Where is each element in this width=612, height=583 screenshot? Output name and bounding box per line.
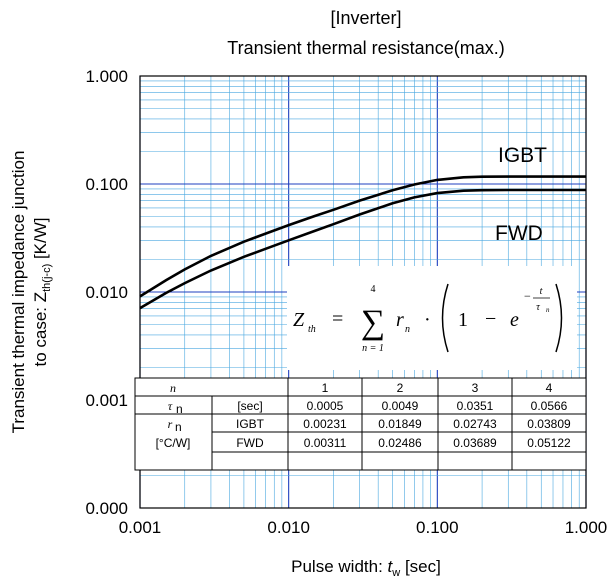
y-axis-label-line2: to case: Zth(j-c) [K/W] — [31, 217, 53, 366]
table-fwd-3: 0.03689 — [453, 436, 497, 450]
table-tau-label: τ — [168, 399, 173, 413]
table-fwd-1: 0.00311 — [304, 436, 347, 450]
equation-box: Z th = 4 ∑ n = 1 r n · 1 − e − t τ n — [287, 266, 577, 370]
plot-border — [139, 75, 587, 509]
eq-right-paren — [555, 283, 563, 353]
table-igbt-2: 0.01849 — [378, 417, 422, 431]
tick-labels: 0.001 0.010 0.100 1.0000.0000.0010.0100.100… — [85, 67, 607, 537]
y-axis-label-var: Z — [31, 292, 50, 302]
table-tau-2: 0.0049 — [382, 399, 419, 413]
table-tau-3: 0.0351 — [457, 399, 494, 413]
eq-exp-num: t — [540, 286, 543, 297]
table-fwd-label: FWD — [236, 436, 264, 450]
y-axis-label-unit: [K/W] — [31, 217, 50, 263]
y-axis-label-prefix: to case: — [31, 302, 50, 366]
x-tick-label: 0.100 — [416, 518, 459, 537]
x-tick-label: 0.010 — [267, 518, 310, 537]
eq-term: r — [396, 309, 404, 331]
x-axis-label: Pulse width: tw [sec] — [291, 557, 441, 579]
y-axis-label-line1: Transient thermal impedance junction — [9, 151, 28, 434]
table-tau-1: 0.0005 — [307, 399, 344, 413]
eq-term-sub: n — [405, 324, 410, 335]
eq-base: e — [510, 309, 519, 331]
x-tick-label: 1.000 — [565, 518, 608, 537]
eq-sum-upper: 4 — [371, 284, 376, 295]
table-r-sub: n — [175, 420, 182, 434]
eq-minus: − — [485, 308, 496, 330]
table-col-1: 1 — [322, 381, 329, 395]
table-tau-4: 0.0566 — [531, 399, 568, 413]
x-axis-label-var: t — [388, 557, 394, 576]
table-fwd-4: 0.05122 — [527, 436, 571, 450]
table-fwd-2: 0.02486 — [378, 436, 422, 450]
eq-lhs: Z — [293, 309, 305, 331]
table-r-unit: [°C/W] — [156, 436, 191, 450]
table-igbt-1: 0.00231 — [303, 417, 347, 431]
x-tick-label: 0.001 — [119, 518, 162, 537]
table-r-label: r — [168, 417, 173, 431]
eq-exp-minus: − — [524, 289, 531, 303]
eq-equals: = — [332, 308, 343, 330]
table-col-4: 4 — [546, 381, 553, 395]
table-igbt-label: IGBT — [236, 417, 265, 431]
x-axis-label-prefix: Pulse width: — [291, 557, 387, 576]
chart-title-line2: Transient thermal resistance(max.) — [227, 38, 504, 58]
x-axis-label-sub: w — [391, 567, 400, 579]
table-tau-sub: n — [176, 402, 183, 416]
table-igbt-4: 0.03809 — [527, 417, 571, 431]
eq-exp-den-sub: n — [546, 306, 550, 314]
table-header-n: n — [170, 381, 176, 395]
y-tick-label: 1.000 — [85, 67, 128, 86]
x-axis-label-unit: [sec] — [400, 557, 441, 576]
y-tick-label: 0.100 — [85, 175, 128, 194]
eq-one: 1 — [458, 309, 468, 331]
igbt-curve — [139, 175, 586, 298]
y-tick-label: 0.010 — [85, 283, 128, 302]
eq-left-paren — [441, 283, 449, 353]
eq-sigma: ∑ — [361, 304, 385, 341]
table-tau-unit: [sec] — [237, 399, 262, 413]
series-label-fwd: FWD — [495, 222, 543, 245]
series-label-igbt: IGBT — [498, 144, 547, 167]
chart-title-line1: [Inverter] — [330, 8, 401, 28]
table-col-2: 2 — [397, 381, 404, 395]
eq-lhs-sub: th — [308, 324, 316, 335]
y-tick-label: 0.001 — [85, 391, 128, 410]
parameter-table: n 1 2 3 4 τ n [sec] 0.0005 0.0049 0.0351… — [134, 377, 587, 471]
y-tick-label: 0.000 — [85, 499, 128, 518]
eq-sum-lower: n = 1 — [362, 343, 384, 354]
eq-dot: · — [424, 309, 431, 331]
fwd-curve — [139, 188, 586, 310]
table-igbt-3: 0.02743 — [453, 417, 497, 431]
eq-exp-den: τ — [536, 302, 540, 313]
table-col-3: 3 — [472, 381, 479, 395]
y-axis-label-sub: th(j-c) — [41, 264, 53, 292]
